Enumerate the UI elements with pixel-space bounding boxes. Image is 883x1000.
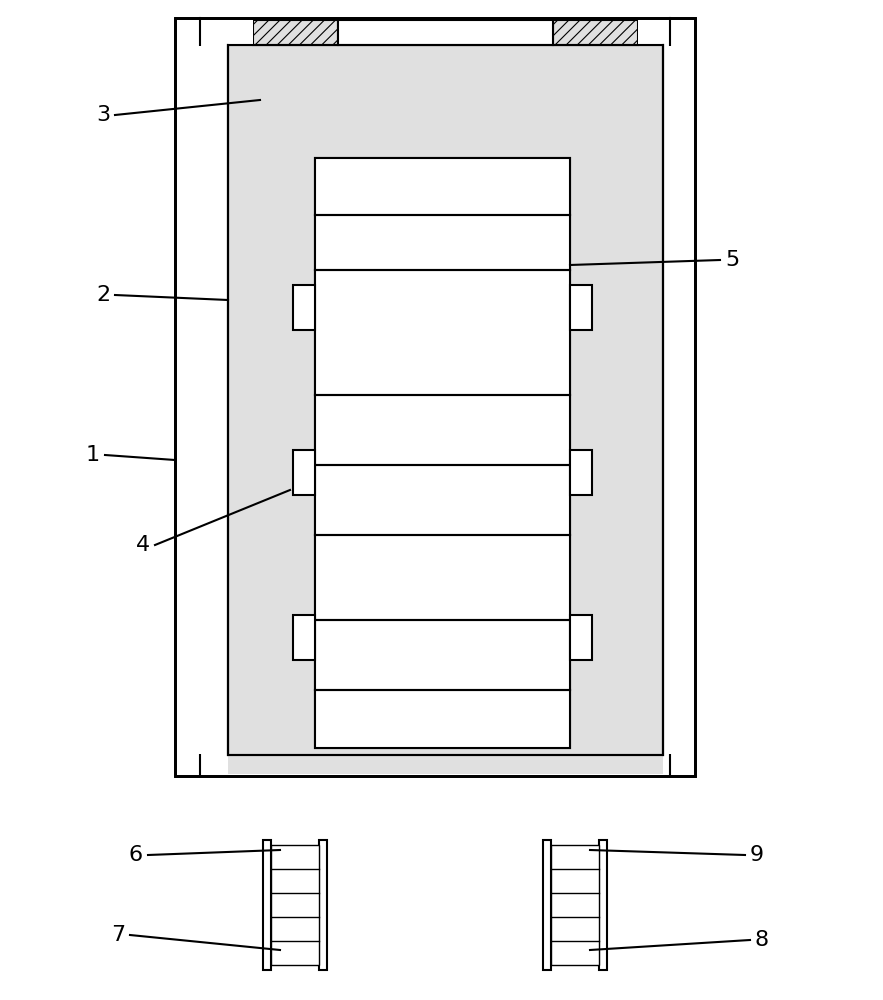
Bar bbox=[228, 45, 663, 755]
Bar bbox=[551, 845, 599, 965]
Bar bbox=[253, 20, 338, 45]
Bar bbox=[570, 285, 592, 330]
Bar bbox=[570, 615, 592, 660]
Bar bbox=[175, 18, 695, 776]
Text: 4: 4 bbox=[136, 535, 150, 555]
Bar bbox=[228, 45, 663, 755]
Bar bbox=[293, 285, 315, 330]
Bar bbox=[553, 20, 638, 45]
Bar bbox=[338, 20, 553, 45]
Text: 8: 8 bbox=[755, 930, 769, 950]
Bar bbox=[228, 20, 253, 45]
Bar bbox=[175, 18, 695, 776]
Bar bbox=[315, 158, 570, 748]
Bar bbox=[271, 845, 319, 965]
Text: 2: 2 bbox=[96, 285, 110, 305]
Bar bbox=[293, 615, 315, 660]
Bar bbox=[663, 20, 693, 774]
Bar bbox=[315, 158, 570, 748]
Bar bbox=[319, 840, 327, 970]
Text: 5: 5 bbox=[725, 250, 739, 270]
Text: 9: 9 bbox=[750, 845, 764, 865]
Bar bbox=[570, 450, 592, 495]
Text: 7: 7 bbox=[111, 925, 125, 945]
Bar bbox=[543, 840, 551, 970]
Bar bbox=[293, 450, 315, 495]
Text: 1: 1 bbox=[86, 445, 100, 465]
Text: 6: 6 bbox=[129, 845, 143, 865]
Bar bbox=[263, 840, 271, 970]
Bar bbox=[664, 46, 693, 754]
Bar bbox=[177, 46, 228, 754]
Bar bbox=[599, 840, 607, 970]
Bar bbox=[177, 20, 693, 774]
Text: 3: 3 bbox=[96, 105, 110, 125]
Bar bbox=[177, 20, 228, 774]
Bar bbox=[638, 20, 663, 45]
